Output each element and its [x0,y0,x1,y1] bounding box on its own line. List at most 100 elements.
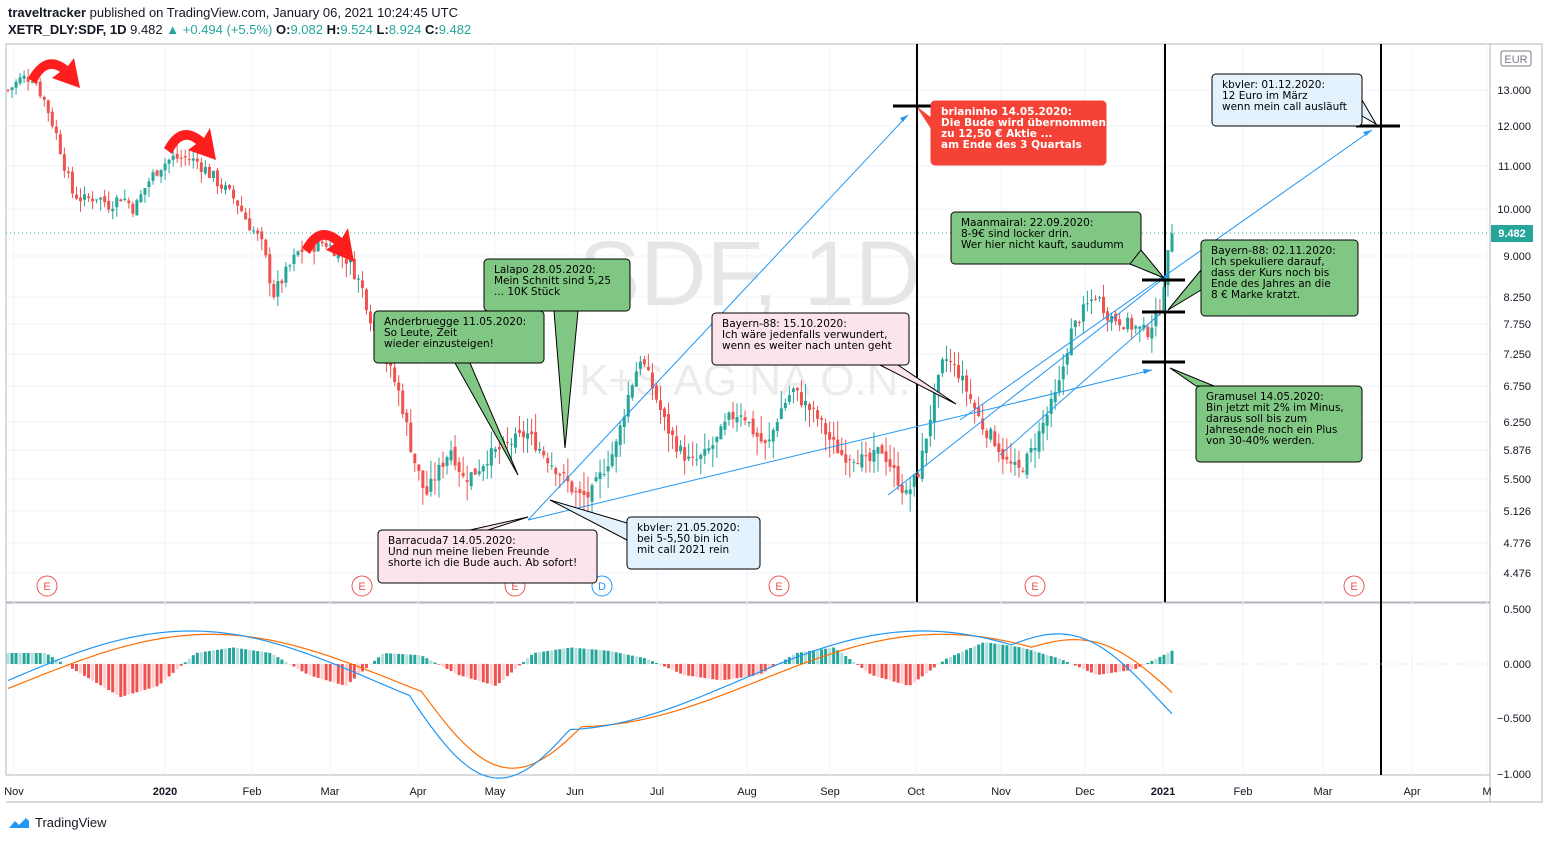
publisher-name[interactable]: traveltracker [8,5,87,20]
macd-histogram-bar [292,664,296,667]
earnings-marker-label: E [511,581,518,593]
candle-body [981,418,985,430]
trend-arrow-3[interactable] [887,274,1169,496]
macd-histogram-bar [215,649,219,664]
candle-body [296,251,300,256]
currency-box[interactable] [1500,50,1532,67]
trend-arrow-5[interactable] [959,129,1373,421]
earnings-marker[interactable] [36,575,58,597]
candle-body [562,471,566,474]
candle-body [457,462,461,473]
candle-body [66,171,70,174]
symbol-label[interactable]: XETR_DLY:SDF, 1D [8,22,127,37]
macd-histogram-bar [30,653,34,664]
note-bayern-oct[interactable]: Bayern-88: 15.10.2020:Ich wäre jedenfall… [711,312,957,405]
note-text: Lalapo 28.05.2020: [494,264,596,276]
earnings-marker[interactable] [1343,575,1365,597]
candle-body [199,162,203,173]
earnings-marker[interactable] [1024,575,1046,597]
candle-body [151,172,155,181]
annotations[interactable]: brianinho 14.05.2020:Die Bude wird übern… [373,73,1378,584]
candle-body [437,464,441,481]
price-tick-label: 8.250 [1503,292,1531,304]
candle-body [429,478,433,492]
macd-histogram-bar [95,664,99,683]
earnings-marker[interactable] [351,575,373,597]
macd-histogram-bar [663,664,667,667]
earnings-marker[interactable] [768,575,790,597]
macd-histogram-bar [1114,664,1118,673]
candle-body [554,468,558,475]
macd-histogram-bar [1162,654,1166,664]
time-axis[interactable]: Nov 2020 Feb Mar Apr May Jun Jul Aug Sep Oct Nov Dec… [4,786,1491,798]
candle-body [658,400,662,411]
candle-body [880,445,884,454]
macd-histogram-bar [751,664,755,676]
earnings-marker-label: E [1031,581,1038,593]
candle-body [985,430,989,439]
candle-body [159,169,163,177]
note-anderbruegge[interactable]: Anderbruegge 11.05.2020:So Leute, Zeitwi… [373,310,545,476]
candle-body [1049,398,1053,414]
candle-body [320,241,324,244]
candle-body [973,402,977,409]
macd-histogram-bar [268,652,272,664]
candle-body [356,278,360,280]
time-tick-label: Oct [907,786,924,798]
tradingview-brand[interactable]: TradingView [8,815,107,830]
note-bayern-nov[interactable]: Bayern-88: 02.11.2020:Ich spekuliere dar… [1167,239,1359,317]
candle-body [292,254,296,265]
candle-body [1089,299,1093,301]
note-text: Anderbruegge 11.05.2020: [384,316,526,328]
macd-histogram-bar [1130,664,1134,670]
note-maanmairal[interactable]: Maanmairal: 22.09.2020:8-9€ sind locker … [950,211,1165,279]
trend-arrow-2[interactable] [527,369,1153,521]
candle-body [872,449,876,462]
macd-histogram-bar [348,664,352,683]
macd-histogram-bar [771,664,775,667]
macd-histogram-bar [320,664,324,680]
candle-body [70,171,74,194]
candle-body [207,166,211,179]
earnings-marker-label: E [775,581,782,593]
macd-histogram-bar [1013,646,1017,664]
note-kbvler-may[interactable]: kbvler: 21.05.2020:bei 5-5,50 bin ichmit… [549,499,761,570]
price-axis[interactable]: 13.000 12.000 11.000 10.000 9.000 8.250 7.750 7… [1497,85,1531,580]
macd-histogram-bar [997,644,1001,664]
macd-histogram-bar [332,664,336,683]
note-text: kbvler: 01.12.2020: [1222,79,1325,91]
price-tick-label: 5.876 [1503,445,1531,457]
candle-body [936,374,940,393]
candle-body [526,433,530,439]
macd-histogram-bar [1085,664,1089,671]
open-label: O: [276,22,291,37]
note-gramusel[interactable]: Gramusel 14.05.2020:Bin jetzt mit 2% im … [1169,367,1363,463]
macd-histogram-bar [928,664,932,671]
macd-histogram-bar [658,664,662,665]
macd-histogram-bar [1005,645,1009,664]
note-lalapo[interactable]: Lalapo 28.05.2020:Mein Schnitt sind 5,25… [483,258,631,449]
candle-body [896,466,900,486]
macd-histogram-bar [364,664,368,668]
candle-body [78,197,82,202]
note-brianinho[interactable]: brianinho 14.05.2020:Die Bude wird übern… [917,100,1107,166]
macd-histogram-bar [501,664,505,680]
macd-histogram-bar [139,664,143,692]
note-text: dass der Kurs noch bis [1211,267,1329,279]
note-barracuda[interactable]: Barracuda7 14.05.2020:Und nun meine lieb… [377,516,598,584]
candle-body [393,367,397,383]
macd-histogram-bar [171,664,175,673]
candle-body [485,464,489,466]
macd-axis[interactable]: 0.500 0.000 −0.500 −1.000 [1497,604,1531,781]
macd-histogram-bar [803,651,807,664]
candle-body [969,394,973,400]
candle-body [481,465,485,472]
macd-histogram-bar [1037,652,1041,664]
trend-arrow-4[interactable] [999,311,1163,456]
macd-histogram-bar [586,648,590,664]
high-value: 9.524 [340,22,373,37]
macd-histogram-bar [179,664,183,666]
candle-body [1093,298,1097,300]
